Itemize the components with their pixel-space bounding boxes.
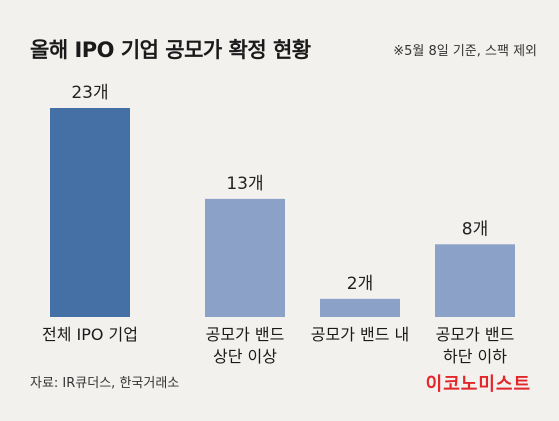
brand-logo: 이코노미스트	[425, 374, 531, 395]
bar-value-label: 13개	[226, 174, 263, 194]
bar-3	[320, 298, 400, 317]
category-label: 전체 IPO 기업	[42, 325, 138, 344]
category-label: 공모가 밴드	[206, 325, 285, 344]
bar-4	[435, 244, 515, 317]
chart-note: ※5월 8일 기준, 스팩 제외	[393, 44, 537, 59]
bar-value-label: 23개	[71, 83, 108, 103]
bar-1	[50, 108, 130, 317]
category-label: 상단 이상	[213, 347, 277, 366]
bar-value-label: 8개	[462, 219, 488, 239]
source-note: 자료: IR큐더스, 한국거래소	[30, 376, 180, 391]
bar-value-label: 2개	[347, 274, 373, 294]
category-label: 하단 이하	[443, 347, 507, 366]
bar-2	[205, 198, 285, 317]
category-label: 공모가 밴드 내	[311, 325, 410, 344]
category-label: 공모가 밴드	[436, 325, 515, 344]
chart-title: 올해 IPO 기업 공모가 확정 현황	[30, 38, 311, 62]
